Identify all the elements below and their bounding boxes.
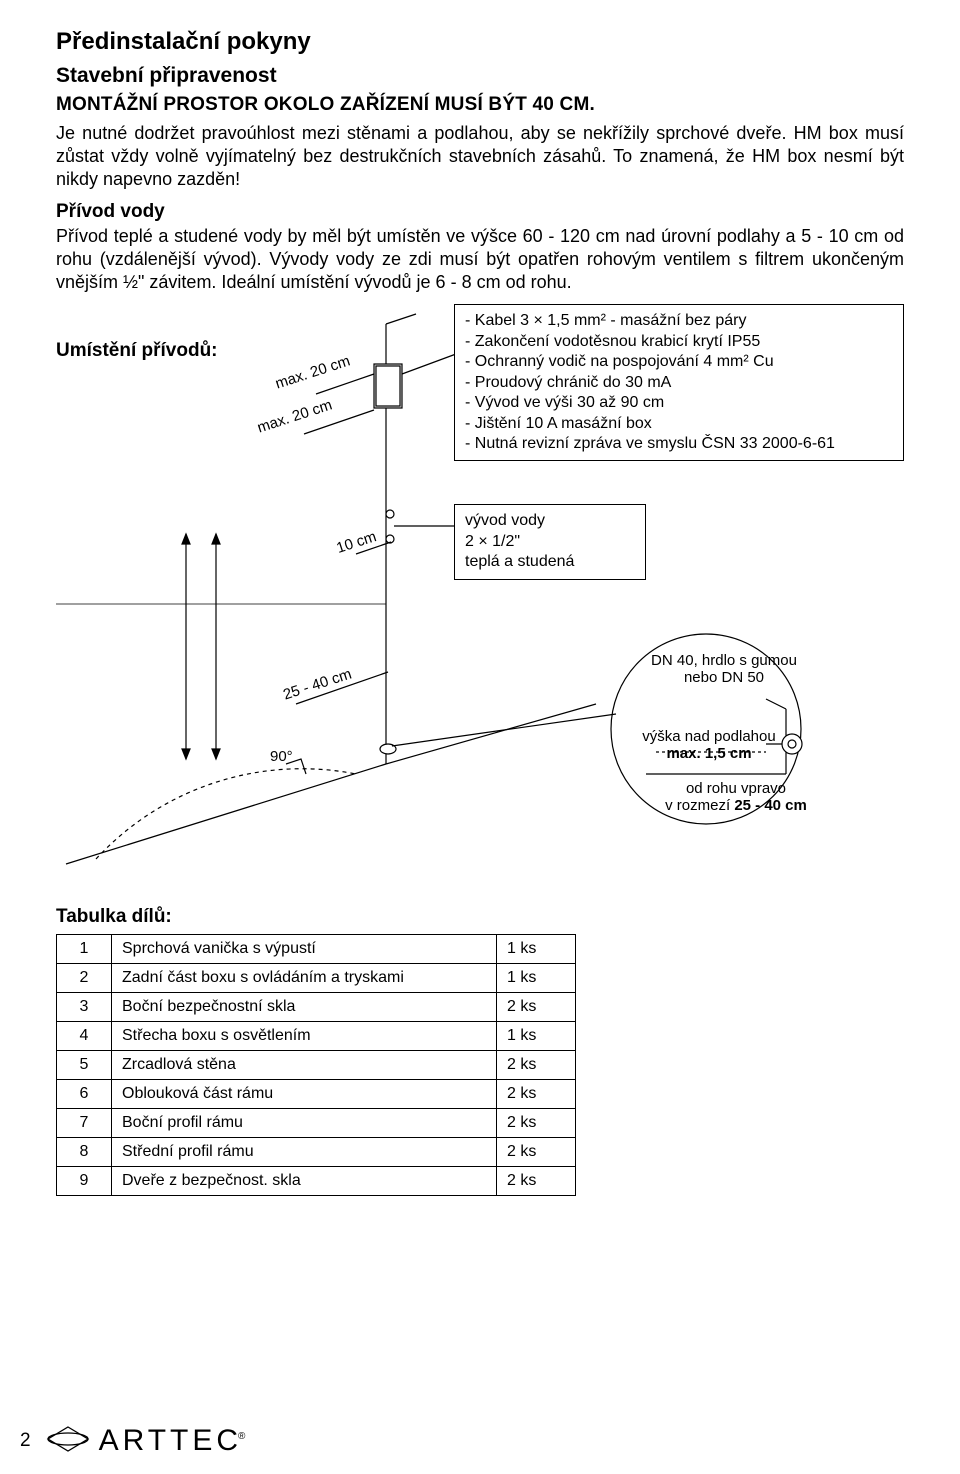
- part-qty: 2 ks: [497, 1080, 576, 1109]
- water-line-1: vývod vody: [465, 511, 635, 531]
- part-number: 2: [57, 964, 112, 993]
- part-name: Zadní část boxu s ovládáním a tryskami: [112, 964, 497, 993]
- part-qty: 2 ks: [497, 1167, 576, 1196]
- part-qty: 2 ks: [497, 1109, 576, 1138]
- part-qty: 1 ks: [497, 964, 576, 993]
- drain-height-value: max. 1,5 cm: [666, 745, 751, 762]
- part-name: Střecha boxu s osvětlením: [112, 1022, 497, 1051]
- part-qty: 2 ks: [497, 1138, 576, 1167]
- electrical-item: Kabel 3 × 1,5 mm² - masážní bez páry: [465, 311, 893, 331]
- table-row: 3Boční bezpečnostní skla2 ks: [57, 993, 576, 1022]
- electrical-item: Vývod ve výši 30 až 90 cm: [465, 393, 893, 413]
- water-line-2: 2 × 1/2": [465, 532, 635, 552]
- table-row: 4Střecha boxu s osvětlením1 ks: [57, 1022, 576, 1051]
- table-row: 1Sprchová vanička s výpustí1 ks: [57, 935, 576, 964]
- part-name: Zrcadlová stěna: [112, 1051, 497, 1080]
- part-number: 4: [57, 1022, 112, 1051]
- paragraph-2: Přívod teplé a studené vody by měl být u…: [56, 225, 904, 294]
- part-name: Střední profil rámu: [112, 1138, 497, 1167]
- electrical-item: Nutná revizní zpráva ve smyslu ČSN 33 20…: [465, 434, 893, 454]
- page-number: 2: [20, 1430, 31, 1452]
- part-number: 8: [57, 1138, 112, 1167]
- part-number: 6: [57, 1080, 112, 1109]
- registered-icon: ®: [238, 1431, 249, 1442]
- table-row: 8Střední profil rámu2 ks: [57, 1138, 576, 1167]
- part-number: 7: [57, 1109, 112, 1138]
- table-row: 6Oblouková část rámu2 ks: [57, 1080, 576, 1109]
- part-name: Oblouková část rámu: [112, 1080, 497, 1109]
- logo-icon: [45, 1424, 91, 1454]
- part-name: Boční bezpečnostní skla: [112, 993, 497, 1022]
- subtitle: Stavební připravenost: [56, 64, 904, 88]
- electrical-box: Kabel 3 × 1,5 mm² - masážní bez páryZako…: [454, 304, 904, 461]
- part-number: 9: [57, 1167, 112, 1196]
- water-outlet-box: vývod vody 2 × 1/2" teplá a studená: [454, 504, 646, 579]
- part-name: Boční profil rámu: [112, 1109, 497, 1138]
- water-subhead: Přívod vody: [56, 201, 904, 223]
- placement-diagram: Umístění přívodů:: [56, 304, 904, 884]
- brand-logo: ARTTEC®: [45, 1424, 250, 1458]
- drain-corner-line1: od rohu vpravo: [686, 780, 786, 797]
- electrical-item: Ochranný vodič na pospojování 4 mm² Cu: [465, 352, 893, 372]
- part-number: 1: [57, 935, 112, 964]
- table-row: 9Dveře z bezpečnost. skla2 ks: [57, 1167, 576, 1196]
- drain-height-label: výška nad podlahou: [642, 728, 775, 745]
- parts-table: 1Sprchová vanička s výpustí1 ks2Zadní čá…: [56, 934, 576, 1196]
- drain-dn-line1: DN 40, hrdlo s gumou: [651, 652, 797, 669]
- paragraph-1: Je nutné dodržet pravoúhlost mezi stěnam…: [56, 122, 904, 191]
- page-title: Předinstalační pokyny: [56, 28, 904, 56]
- water-line-3: teplá a studená: [465, 552, 635, 572]
- part-number: 3: [57, 993, 112, 1022]
- caps-line: MONTÁŽNÍ PROSTOR OKOLO ZAŘÍZENÍ MUSÍ BÝT…: [56, 94, 904, 116]
- page-footer: 2 ARTTEC®: [20, 1424, 249, 1458]
- part-name: Dveře z bezpečnost. skla: [112, 1167, 497, 1196]
- placement-heading: Umístění přívodů:: [56, 340, 218, 362]
- drain-dn-line2: nebo DN 50: [684, 669, 764, 686]
- part-qty: 1 ks: [497, 935, 576, 964]
- table-row: 2Zadní část boxu s ovládáním a tryskami1…: [57, 964, 576, 993]
- part-qty: 2 ks: [497, 993, 576, 1022]
- electrical-item: Proudový chránič do 30 mA: [465, 373, 893, 393]
- electrical-item: Zakončení vodotěsnou krabicí krytí IP55: [465, 332, 893, 352]
- part-qty: 2 ks: [497, 1051, 576, 1080]
- part-qty: 1 ks: [497, 1022, 576, 1051]
- angle-90: 90°: [270, 748, 293, 765]
- brand-name: ARTTEC: [99, 1424, 242, 1457]
- table-row: 5Zrcadlová stěna2 ks: [57, 1051, 576, 1080]
- part-name: Sprchová vanička s výpustí: [112, 935, 497, 964]
- table-row: 7Boční profil rámu2 ks: [57, 1109, 576, 1138]
- drain-corner-line2: v rozmezí 25 - 40 cm: [665, 797, 807, 814]
- parts-table-title: Tabulka dílů:: [56, 906, 904, 928]
- part-number: 5: [57, 1051, 112, 1080]
- electrical-item: Jištění 10 A masážní box: [465, 414, 893, 434]
